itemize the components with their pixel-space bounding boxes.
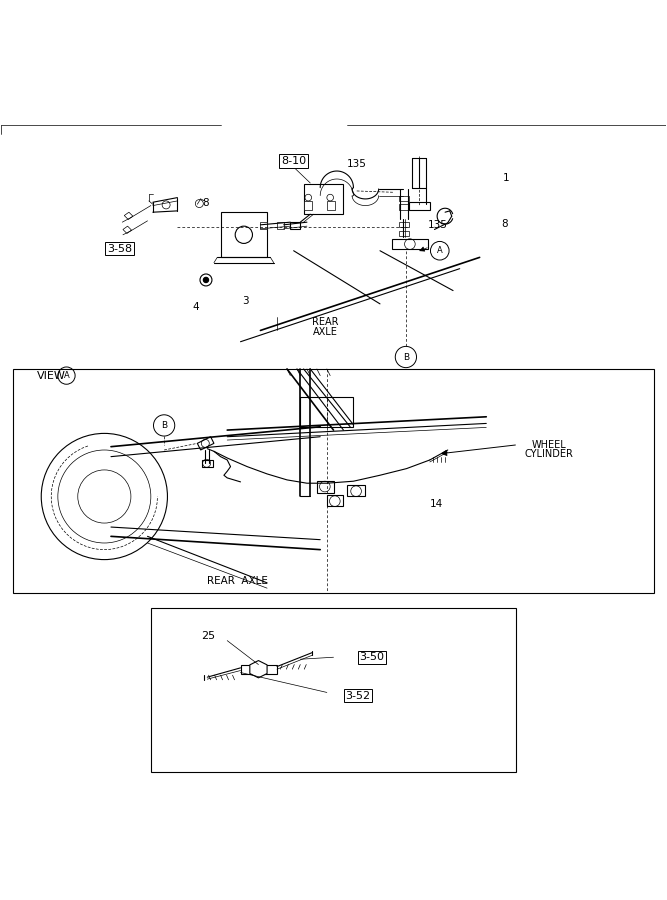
Text: 3-58: 3-58: [107, 244, 132, 254]
Text: VIEW: VIEW: [37, 371, 66, 381]
Polygon shape: [197, 436, 214, 450]
Polygon shape: [347, 485, 366, 497]
Text: 8: 8: [202, 198, 209, 208]
Text: A: A: [63, 371, 69, 380]
Circle shape: [203, 277, 209, 283]
Text: 4: 4: [193, 302, 199, 312]
Polygon shape: [410, 202, 430, 210]
Text: REAR  AXLE: REAR AXLE: [207, 576, 267, 586]
Text: 135: 135: [347, 159, 367, 169]
Polygon shape: [202, 460, 213, 466]
Text: 25: 25: [201, 631, 215, 641]
Polygon shape: [317, 481, 334, 492]
Text: 14: 14: [430, 500, 443, 509]
Polygon shape: [327, 201, 335, 210]
Polygon shape: [399, 195, 410, 201]
Polygon shape: [399, 204, 410, 210]
Text: 3: 3: [243, 296, 249, 306]
Polygon shape: [260, 222, 267, 229]
Polygon shape: [300, 397, 354, 427]
Text: 8-10: 8-10: [281, 156, 306, 166]
Polygon shape: [303, 201, 311, 210]
Text: 3-52: 3-52: [346, 691, 371, 701]
Text: AXLE: AXLE: [312, 328, 338, 338]
Polygon shape: [290, 222, 300, 229]
Polygon shape: [303, 184, 344, 214]
Polygon shape: [392, 238, 428, 249]
Polygon shape: [123, 226, 131, 233]
Text: WHEEL: WHEEL: [532, 440, 567, 450]
Text: 135: 135: [428, 220, 448, 230]
Polygon shape: [221, 212, 267, 257]
Text: A: A: [437, 247, 443, 256]
Text: 1: 1: [503, 173, 510, 183]
Text: CYLINDER: CYLINDER: [525, 449, 574, 459]
Polygon shape: [124, 212, 133, 220]
Polygon shape: [241, 664, 277, 674]
Text: B: B: [161, 421, 167, 430]
Text: B: B: [403, 353, 409, 362]
Polygon shape: [277, 222, 283, 229]
Text: 8: 8: [502, 220, 508, 230]
Polygon shape: [13, 369, 654, 593]
Polygon shape: [151, 608, 516, 772]
Text: REAR: REAR: [311, 318, 338, 328]
Polygon shape: [399, 230, 410, 236]
Text: 3-50: 3-50: [360, 652, 384, 662]
Polygon shape: [250, 661, 267, 678]
Polygon shape: [399, 222, 410, 228]
Polygon shape: [327, 495, 344, 507]
